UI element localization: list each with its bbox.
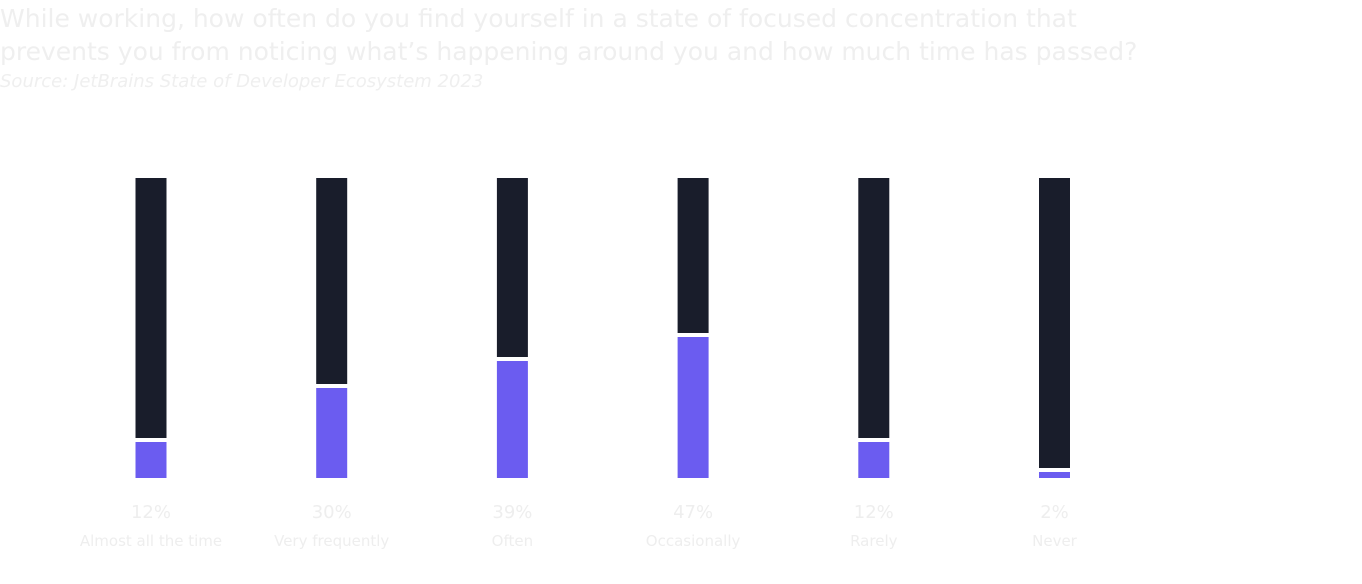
x-tick-label: Very frequently [274,532,389,550]
bar [316,388,348,478]
bar-remainder [1039,178,1070,468]
bar [496,361,528,478]
bar-remainder [316,178,348,384]
bar-remainder [858,178,890,438]
chart-title: prevents you from noticing what’s happen… [0,37,1137,66]
x-tick-label: Never [1032,532,1078,550]
bar [135,442,167,478]
bar [1039,472,1070,478]
bar-remainder [496,178,528,357]
bar-remainder [135,178,167,438]
x-tick-label: Rarely [850,532,898,550]
x-tick-label: Almost all the time [80,532,222,550]
x-tick-label: Often [492,532,533,550]
value-label: 12% [854,502,894,523]
bar [858,442,890,478]
x-tick-label: Occasionally [646,532,741,550]
bar-remainder [677,178,709,333]
value-label: 12% [131,502,171,523]
chart-source: Source: JetBrains State of Developer Eco… [0,71,483,92]
chart-title: While working, how often do you find you… [0,4,1077,33]
value-label: 2% [1040,502,1069,523]
value-label: 39% [492,502,532,523]
bar [677,337,709,478]
value-label: 47% [673,502,713,523]
value-label: 30% [312,502,352,523]
